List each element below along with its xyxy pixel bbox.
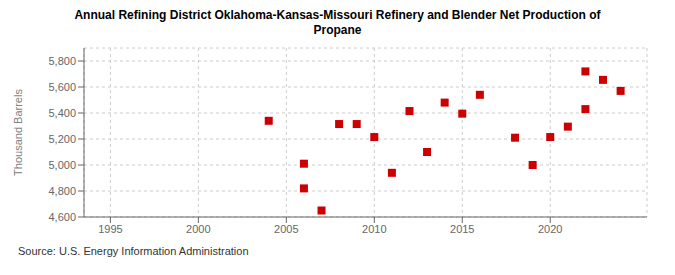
html-text:Propane: Propane bbox=[313, 23, 362, 37]
svg-text:2005: 2005 bbox=[274, 223, 298, 235]
svg-text:Thousand Barrels: Thousand Barrels bbox=[12, 89, 24, 176]
svg-text:4,600: 4,600 bbox=[48, 211, 76, 223]
svg-text:5,200: 5,200 bbox=[48, 133, 76, 145]
svg-text:2010: 2010 bbox=[362, 223, 386, 235]
html-text:Source: U.S. Energy Informatio: Source: U.S. Energy Information Administ… bbox=[18, 245, 249, 257]
svg-text:2015: 2015 bbox=[450, 223, 474, 235]
svg-text:5,000: 5,000 bbox=[48, 159, 76, 171]
svg-text:5,800: 5,800 bbox=[48, 55, 76, 67]
svg-text:2000: 2000 bbox=[186, 223, 210, 235]
html-text:Annual Refining District Oklah: Annual Refining District Oklahoma-Kansas… bbox=[74, 8, 601, 22]
svg-text:1995: 1995 bbox=[98, 223, 122, 235]
svg-text:5,400: 5,400 bbox=[48, 107, 76, 119]
svg-text:5,600: 5,600 bbox=[48, 81, 76, 93]
svg-text:2020: 2020 bbox=[538, 223, 562, 235]
svg-text:4,800: 4,800 bbox=[48, 185, 76, 197]
